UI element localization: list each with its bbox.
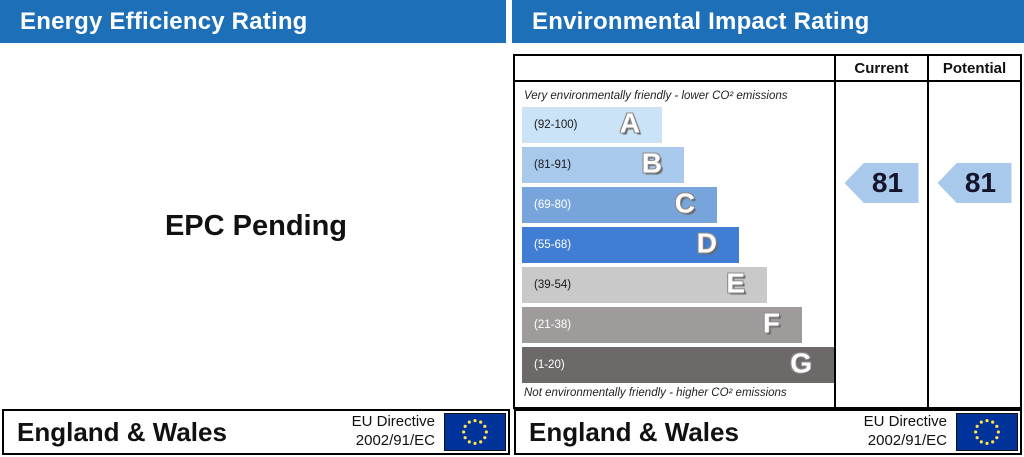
rating-band-d: (55-68) D xyxy=(522,227,739,263)
caption-bottom: Not environmentally friendly - higher CO… xyxy=(524,387,787,399)
rating-band-e: (39-54) E xyxy=(522,267,767,303)
rating-bands: (92-100) A (81-91) B (69-80) C (55-68) D (39-54)… xyxy=(522,107,834,383)
left-eu-directive: EU Directive 2002/91/EC xyxy=(352,413,435,451)
right-eu-directive-line2: 2002/91/EC xyxy=(867,432,947,449)
band-letter: A xyxy=(619,107,640,139)
band-range-label: (21-38) xyxy=(534,319,572,331)
band-letter: F xyxy=(762,307,780,339)
rating-chart-column: Very environmentally friendly - lower CO… xyxy=(515,56,836,407)
potential-header: Potential xyxy=(929,56,1020,82)
band-letter: D xyxy=(696,227,717,259)
caption-top: Very environmentally friendly - lower CO… xyxy=(524,90,788,102)
band-range-label: (39-54) xyxy=(534,279,572,291)
environmental-impact-panel: Environmental Impact Rating Very environ… xyxy=(512,0,1024,457)
energy-efficiency-title: Energy Efficiency Rating xyxy=(0,0,506,43)
current-rating-arrow: 81 xyxy=(844,163,919,203)
current-header: Current xyxy=(836,56,927,82)
band-range-label: (69-80) xyxy=(534,199,572,211)
current-rating-value: 81 xyxy=(871,167,904,198)
epc-pending-area: EPC Pending xyxy=(0,43,512,409)
energy-efficiency-panel: Energy Efficiency Rating EPC Pending Eng… xyxy=(0,0,512,455)
chart-column-header xyxy=(515,56,834,82)
environmental-impact-title: Environmental Impact Rating xyxy=(512,0,1024,43)
band-letter: G xyxy=(790,347,812,379)
potential-rating-value: 81 xyxy=(964,167,997,198)
right-region-label: England & Wales xyxy=(529,416,739,447)
band-letter: B xyxy=(641,147,662,179)
left-region-label: England & Wales xyxy=(17,416,227,447)
band-letter: C xyxy=(674,187,695,219)
rating-band-g: (1-20) G xyxy=(522,347,834,383)
potential-rating-arrow: 81 xyxy=(937,163,1012,203)
right-eu-directive: EU Directive 2002/91/EC xyxy=(864,413,947,451)
right-footer: England & Wales EU Directive 2002/91/EC xyxy=(514,409,1022,455)
right-eu-directive-line1: EU Directive xyxy=(863,413,947,431)
rating-band-b: (81-91) B xyxy=(522,147,684,183)
rating-band-f: (21-38) F xyxy=(522,307,802,343)
rating-band-c: (69-80) C xyxy=(522,187,717,223)
left-footer: England & Wales EU Directive 2002/91/EC xyxy=(2,409,510,455)
eu-flag-icon xyxy=(444,413,506,451)
band-range-label: (92-100) xyxy=(534,119,578,131)
left-eu-directive-line2: 2002/91/EC xyxy=(355,432,435,449)
current-column: Current 81 xyxy=(836,56,929,407)
band-range-label: (81-91) xyxy=(534,159,572,171)
band-range-label: (1-20) xyxy=(534,359,565,371)
eu-flag-icon xyxy=(956,413,1018,451)
left-eu-directive-line1: EU Directive xyxy=(351,413,435,431)
epc-pending-text: EPC Pending xyxy=(164,209,348,242)
rating-chart: Very environmentally friendly - lower CO… xyxy=(515,82,834,407)
band-range-label: (55-68) xyxy=(534,239,572,251)
rating-band-a: (92-100) A xyxy=(522,107,662,143)
potential-column: Potential 81 xyxy=(929,56,1020,407)
rating-table: Very environmentally friendly - lower CO… xyxy=(513,54,1022,409)
band-letter: E xyxy=(726,267,745,299)
